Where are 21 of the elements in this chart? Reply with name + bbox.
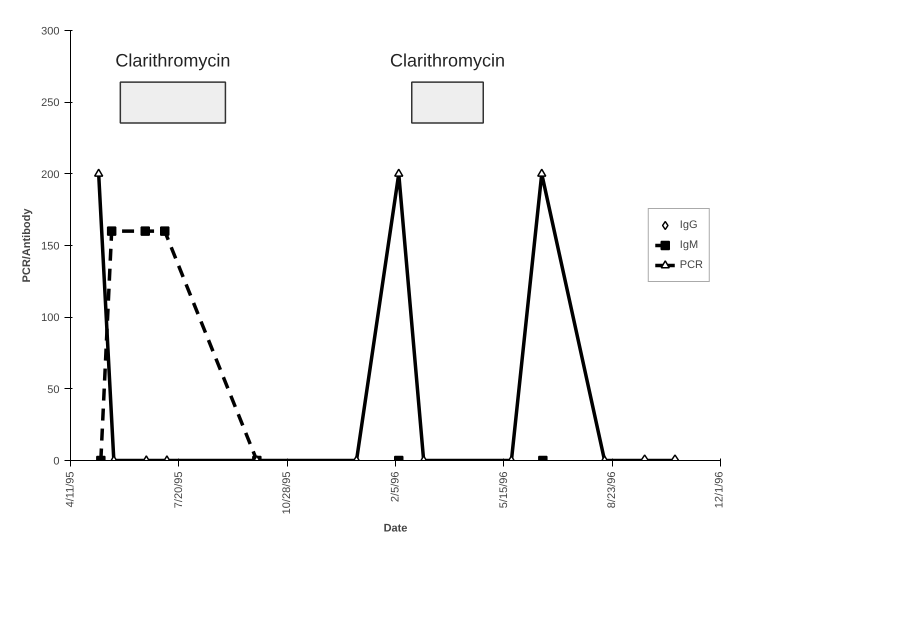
band-label: Clarithromycin: [390, 50, 506, 71]
x-axis-title: Date: [384, 522, 408, 534]
y-axis-title: PCR/Antibody: [21, 208, 34, 282]
y-tick-label: 200: [41, 168, 60, 181]
x-tick-label: 8/23/96: [606, 472, 618, 508]
band-label: Clarithromycin: [115, 50, 230, 71]
x-tick-label: 2/5/96: [390, 471, 402, 502]
x-tick-label: 12/1/96: [714, 472, 726, 508]
y-tick-label: 0: [53, 456, 60, 468]
legend-label: IgG: [680, 219, 698, 231]
legend-label: PCR: [680, 259, 703, 271]
legend-label: IgM: [680, 239, 700, 251]
x-tick-label: 4/11/95: [64, 471, 76, 508]
y-tick-label: 300: [41, 26, 60, 38]
y-tick-label: 50: [47, 384, 60, 396]
y-tick-label: 250: [41, 97, 60, 110]
x-tick-label: 5/15/96: [498, 472, 510, 508]
y-tick-label: 100: [41, 312, 60, 324]
y-tick-label: 150: [41, 240, 60, 252]
x-tick-label: 10/28/95: [281, 471, 294, 514]
x-tick-label: 7/20/95: [172, 472, 185, 508]
